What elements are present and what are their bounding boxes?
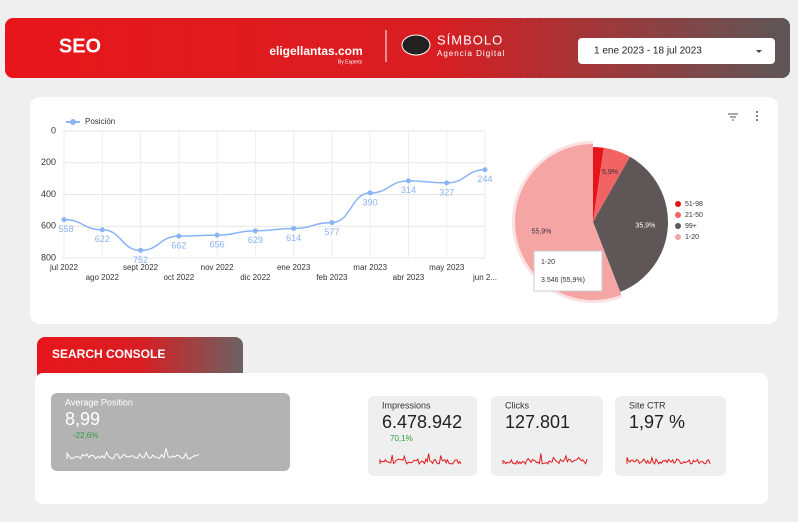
date-range[interactable]: 1 ene 2023 - 18 jul 2023 [594, 46, 702, 57]
x-tick-label: may 2023 [429, 263, 465, 272]
menu-dot [756, 115, 758, 117]
point [176, 233, 182, 239]
point [482, 167, 488, 173]
legend-label: 1-20 [685, 234, 699, 241]
data-label: 390 [363, 197, 378, 207]
legend-swatch [675, 212, 681, 218]
slice [593, 147, 604, 222]
scorecard-delta: 70,1% [390, 434, 413, 443]
y-tick-label: 0 [51, 125, 56, 135]
sparkline [66, 448, 200, 460]
point [367, 190, 373, 196]
scorecard [51, 393, 290, 471]
agency-sub: Agencia Digital [437, 49, 505, 58]
series-line [63, 168, 486, 252]
legend-swatch [675, 201, 681, 207]
scorecard [615, 396, 726, 476]
legend-dot [70, 119, 76, 125]
scorecard-delta: -22,6% [73, 431, 98, 440]
slice-label: 5,9% [602, 169, 618, 176]
data-label: 662 [171, 240, 186, 250]
menu-icon[interactable] [756, 111, 758, 113]
tooltip [533, 250, 603, 292]
legend-swatch [675, 234, 681, 240]
scorecard-value: 8,99 [65, 409, 100, 429]
scorecard-label: Average Position [65, 397, 133, 407]
data-label: 558 [58, 224, 73, 234]
x-tick-label: jun 2... [472, 273, 497, 282]
date-picker[interactable] [578, 38, 775, 64]
scorecard-value: 127.801 [505, 412, 570, 432]
data-label: 577 [324, 227, 339, 237]
y-tick-label: 400 [41, 189, 56, 199]
legend-label: Posición [85, 117, 115, 126]
point [329, 220, 335, 226]
x-tick-label: abr 2023 [393, 273, 425, 282]
filter-icon[interactable] [728, 113, 738, 121]
point [138, 247, 144, 253]
x-tick-label: mar 2023 [353, 263, 387, 272]
point [405, 178, 411, 184]
legend-label: 21-50 [685, 212, 703, 219]
header-title: SEO [59, 35, 101, 57]
scorecard-value: 1,97 % [629, 412, 685, 432]
y-tick-label: 600 [41, 221, 56, 231]
x-tick-label: ago 2022 [86, 273, 120, 282]
tooltip-title: 1-20 [541, 259, 555, 266]
x-tick-label: nov 2022 [201, 263, 234, 272]
data-label: 614 [286, 233, 301, 243]
scorecard-label: Impressions [382, 400, 431, 410]
data-label: 656 [210, 240, 225, 250]
x-tick-label: oct 2022 [163, 273, 194, 282]
legend-label: 51-98 [685, 201, 703, 208]
scorecard-label: Site CTR [629, 400, 666, 410]
scorecard-label: Clicks [505, 400, 529, 410]
data-label: 244 [477, 174, 492, 184]
y-tick-label: 800 [41, 252, 56, 262]
logo-sub: By Experts [338, 59, 363, 65]
agency-icon [401, 34, 431, 56]
data-label: 752 [133, 255, 148, 265]
x-tick-label: feb 2023 [316, 273, 348, 282]
point [444, 180, 450, 186]
slice [593, 147, 630, 222]
data-label: 327 [439, 187, 454, 197]
y-tick-label: 200 [41, 157, 56, 167]
point [61, 217, 67, 223]
data-label: 314 [401, 185, 416, 195]
sparkline [379, 453, 462, 466]
slice-label: 55,9% [531, 229, 551, 236]
x-tick-label: sept 2022 [123, 263, 159, 272]
dropdown-arrow[interactable] [756, 50, 762, 53]
scorecard [491, 396, 603, 476]
logo-text: eligellantas.com [269, 44, 362, 58]
menu-dot [756, 119, 758, 121]
scorecard-value: 6.478.942 [382, 412, 462, 432]
scorecard [368, 396, 477, 476]
legend-swatch [675, 223, 681, 229]
x-tick-label: jul 2022 [49, 263, 79, 272]
legend-label: 99+ [685, 223, 697, 230]
slice-label: 35,9% [635, 223, 655, 230]
x-tick-label: ene 2023 [277, 263, 311, 272]
point [214, 232, 220, 238]
section-title: SEARCH CONSOLE [52, 347, 165, 361]
slice [593, 156, 668, 292]
point [252, 228, 258, 234]
section-tab [37, 337, 243, 383]
x-tick-label: dic 2022 [240, 273, 271, 282]
data-label: 622 [95, 234, 110, 244]
agency-name: SÍMBOLO [437, 32, 503, 47]
sparkline [502, 453, 588, 466]
point [291, 225, 297, 231]
data-label: 629 [248, 235, 263, 245]
sparkline [626, 455, 711, 465]
point [99, 227, 105, 233]
tooltip-text: 3.546 (55,9%) [541, 277, 585, 284]
